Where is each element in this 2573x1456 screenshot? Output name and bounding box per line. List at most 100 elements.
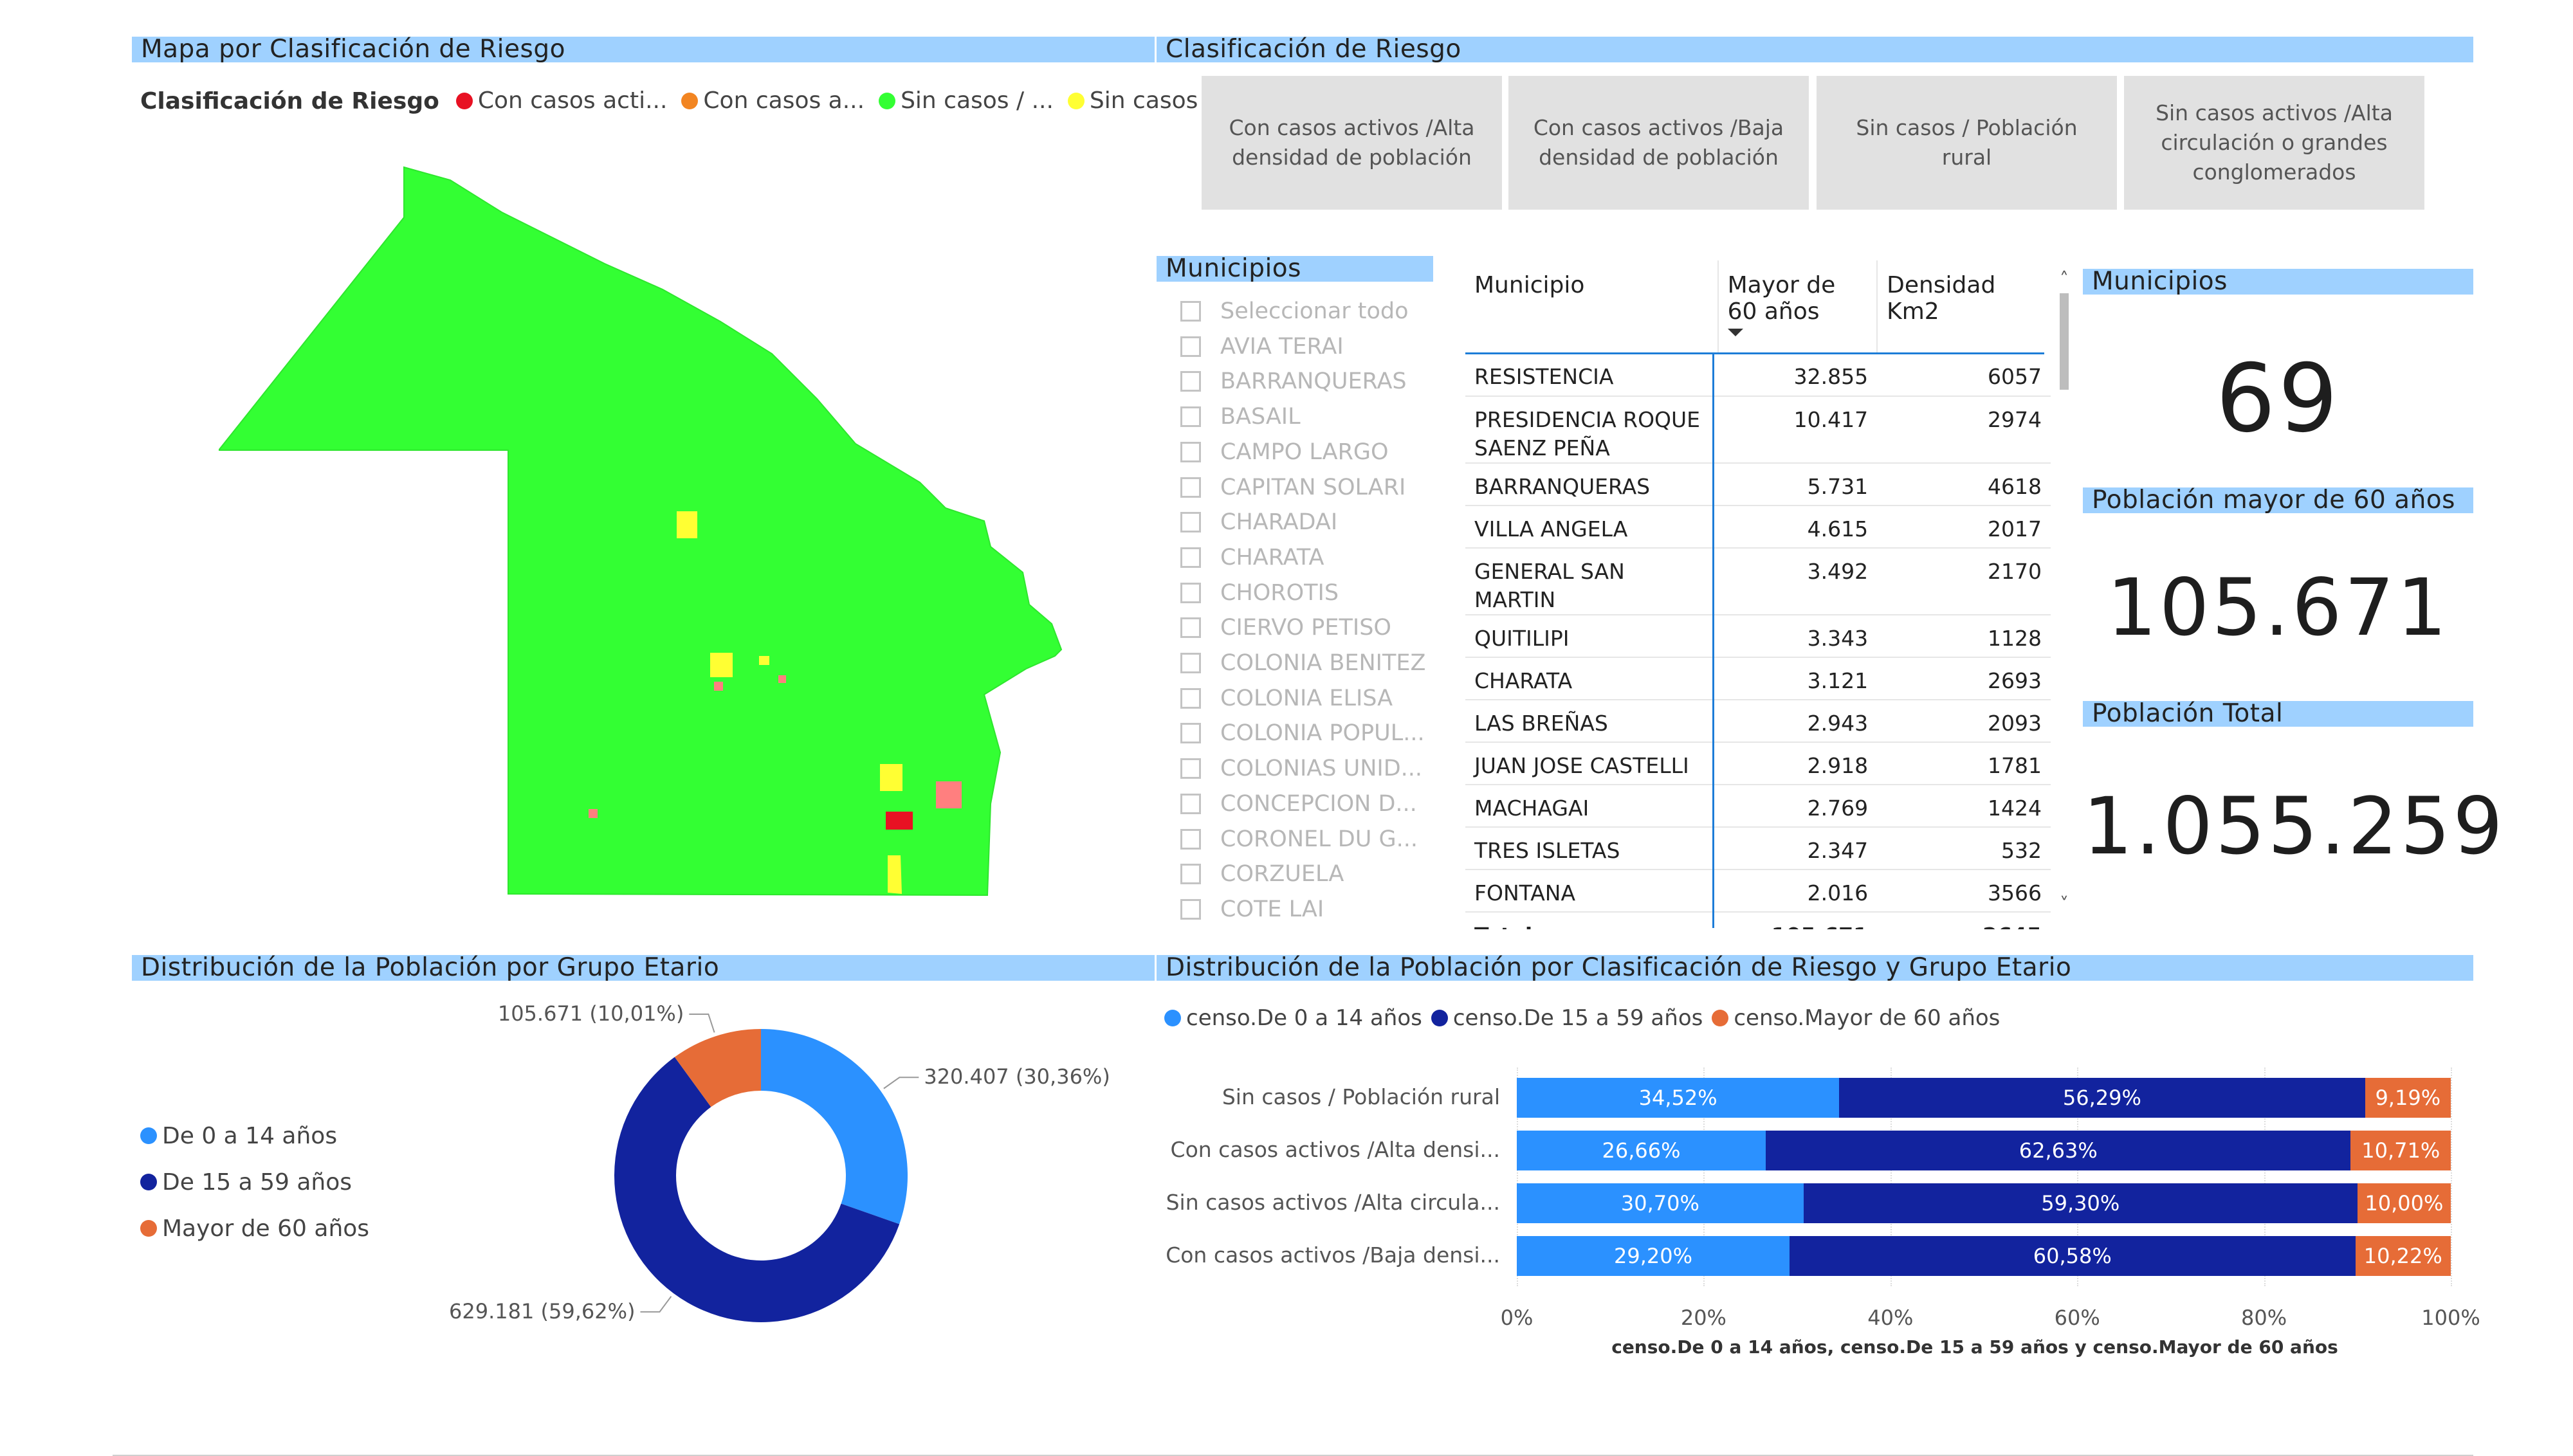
donut-slice-1[interactable] [761,1029,908,1224]
slicer-item[interactable]: BASAIL [1180,400,1301,433]
slicer-item[interactable]: CAMPO LARGO [1180,435,1389,469]
x-tick-label: 0% [1500,1306,1534,1330]
col-mayor-60[interactable]: Mayor de 60 años [1717,260,1878,354]
map-legend-item[interactable]: Con casos a... [681,87,865,114]
bar-segment[interactable]: 34,52% [1517,1078,1840,1118]
slicer-item[interactable]: COLONIA BENITEZ [1180,646,1425,680]
map-legend-item[interactable]: Sin casos / ... [879,87,1054,114]
checkbox[interactable] [1180,758,1201,779]
bar-segment[interactable]: 62,63% [1766,1131,2351,1170]
slicer-item[interactable]: CAPITAN SOLARI [1180,471,1406,504]
checkbox[interactable] [1180,653,1201,673]
checkbox[interactable] [1180,441,1201,462]
checkbox[interactable] [1180,898,1201,920]
municipios-slicer[interactable]: Seleccionar todo AVIA TERAI BARRANQUERAS BA… [1180,295,1438,928]
bar-segment[interactable]: 56,29% [1839,1078,2365,1118]
bar-segment[interactable]: 10,22% [2355,1236,2451,1276]
table-row[interactable]: GENERAL SAN MARTIN 3.492 2170 [1465,548,2051,615]
table-row[interactable]: QUITILIPI 3.343 1128 [1465,615,2051,658]
bar-segment[interactable]: 9,19% [2365,1078,2451,1118]
donut-legend-item[interactable]: De 15 a 59 años [140,1159,369,1205]
table-total-row[interactable]: Total105.6712645 [1465,912,2051,929]
chevron-down-icon[interactable]: ˅ [2060,893,2069,915]
checkbox[interactable] [1180,793,1201,814]
donut-leader-line [689,1013,715,1033]
table-row[interactable]: MACHAGAI 2.769 1424 [1465,785,2051,828]
bar-segment[interactable]: 10,00% [2357,1183,2451,1223]
donut-slice-2[interactable] [614,1057,900,1322]
map-region-yellow[interactable] [677,511,902,894]
checkbox[interactable] [1180,406,1201,428]
stacked-bar-chart[interactable]: 0% 20% 40% 60% 80% 100% Sin casos / Población … [1158,1055,2480,1389]
donut-legend-item[interactable]: De 0 a 14 años [140,1113,369,1159]
slicer-item[interactable]: CHARATA [1180,541,1324,574]
bar-segment[interactable]: 30,70% [1517,1183,1804,1223]
bar-segment[interactable]: 60,58% [1789,1236,2356,1276]
risk-tile-3[interactable]: Sin casos / Población rural [1817,76,2117,210]
risk-tile-1[interactable]: Con casos activos /Alta densidad de pobl… [1202,76,1502,210]
gridline [1517,1068,1519,1286]
table-scrollbar[interactable]: ˄ ˅ [2057,270,2071,913]
bar-segment[interactable]: 10,71% [2350,1131,2451,1170]
table-row[interactable]: CHARATA 3.121 2693 [1465,657,2051,700]
table-row[interactable]: JUAN JOSE CASTELLI 2.918 1781 [1465,742,2051,785]
table-row[interactable]: PRESIDENCIA ROQUE SAENZ PEÑA 10.417 2974 [1465,396,2051,464]
chaco-risk-map[interactable] [219,161,1081,913]
bar-segment[interactable]: 29,20% [1517,1236,1790,1276]
map-region-red[interactable] [886,812,913,830]
table-row[interactable]: FONTANA 2.016 3566 [1465,869,2051,913]
donut-chart[interactable] [450,1003,1158,1338]
cell-municipio: VILLA ANGELA [1465,505,1718,549]
risk-tile-4[interactable]: Sin casos activos /Alta circulación o gr… [2124,76,2424,210]
bar-legend-item[interactable]: censo.De 0 a 14 años [1164,1005,1422,1031]
checkbox[interactable] [1180,687,1201,709]
map-region-green[interactable] [219,166,1063,896]
slicer-item[interactable]: COLONIAS UNID... [1180,752,1422,785]
cell-densidad: 1424 [1877,785,2051,828]
map-legend-item[interactable]: Con casos acti... [455,87,667,114]
slicer-item[interactable]: COTE LAI [1180,893,1324,926]
chevron-up-icon[interactable]: ˄ [2060,268,2069,289]
bar-x-axis-title: censo.De 0 a 14 años, censo.De 15 a 59 a… [1611,1336,2338,1358]
checkbox[interactable] [1180,336,1201,357]
slicer-item[interactable]: CORZUELA [1180,857,1344,891]
table-row[interactable]: TRES ISLETAS 2.347 532 [1465,827,2051,870]
slicer-item[interactable]: BARRANQUERAS [1180,365,1407,398]
slicer-item[interactable]: COLONIA POPUL... [1180,716,1425,750]
donut-title: Distribución de la Población por Grupo E… [132,955,1155,981]
table-row[interactable]: RESISTENCIA 32.855 6057 [1465,354,2051,397]
checkbox[interactable] [1180,723,1201,744]
risk-tile-2[interactable]: Con casos activos /Baja densidad de pobl… [1508,76,1809,210]
slicer-item[interactable]: CHOROTIS [1180,576,1339,610]
donut-slice-3[interactable] [674,1029,761,1107]
bar-segment[interactable]: 59,30% [1803,1183,2358,1223]
slicer-item[interactable]: CHARADAI [1180,505,1337,539]
table-row[interactable]: BARRANQUERAS 5.731 4618 [1465,463,2051,506]
slicer-item[interactable]: CORONEL DU G... [1180,823,1418,856]
map-region-orange[interactable] [589,675,962,818]
donut-legend-item[interactable]: Mayor de 60 años [140,1205,369,1251]
checkbox[interactable] [1180,512,1201,533]
table-row[interactable]: VILLA ANGELA 4.615 2017 [1465,505,2051,549]
scroll-thumb[interactable] [2060,293,2069,390]
table-row[interactable]: LAS BREÑAS 2.943 2093 [1465,700,2051,743]
checkbox[interactable] [1180,582,1201,603]
col-densidad[interactable]: Densidad Km2 [1876,260,2051,354]
checkbox[interactable] [1180,301,1201,322]
checkbox[interactable] [1180,864,1201,885]
slicer-item[interactable]: Seleccionar todo [1180,295,1409,328]
checkbox[interactable] [1180,617,1201,639]
col-mayor-60-label: Mayor de 60 años [1727,272,1836,325]
bar-segment[interactable]: 26,66% [1517,1131,1766,1170]
slicer-item[interactable]: CONCEPCION D... [1180,787,1417,821]
bar-legend-item[interactable]: censo.De 15 a 59 años [1431,1005,1703,1031]
col-municipio[interactable]: Municipio [1474,272,1585,298]
checkbox[interactable] [1180,547,1201,568]
slicer-item[interactable]: AVIA TERAI [1180,330,1344,363]
slicer-item[interactable]: COLONIA ELISA [1180,682,1393,715]
bar-legend-item[interactable]: censo.Mayor de 60 años [1712,1005,2000,1031]
checkbox[interactable] [1180,371,1201,392]
checkbox[interactable] [1180,828,1201,850]
slicer-item[interactable]: CIERVO PETISO [1180,611,1391,644]
checkbox[interactable] [1180,477,1201,498]
